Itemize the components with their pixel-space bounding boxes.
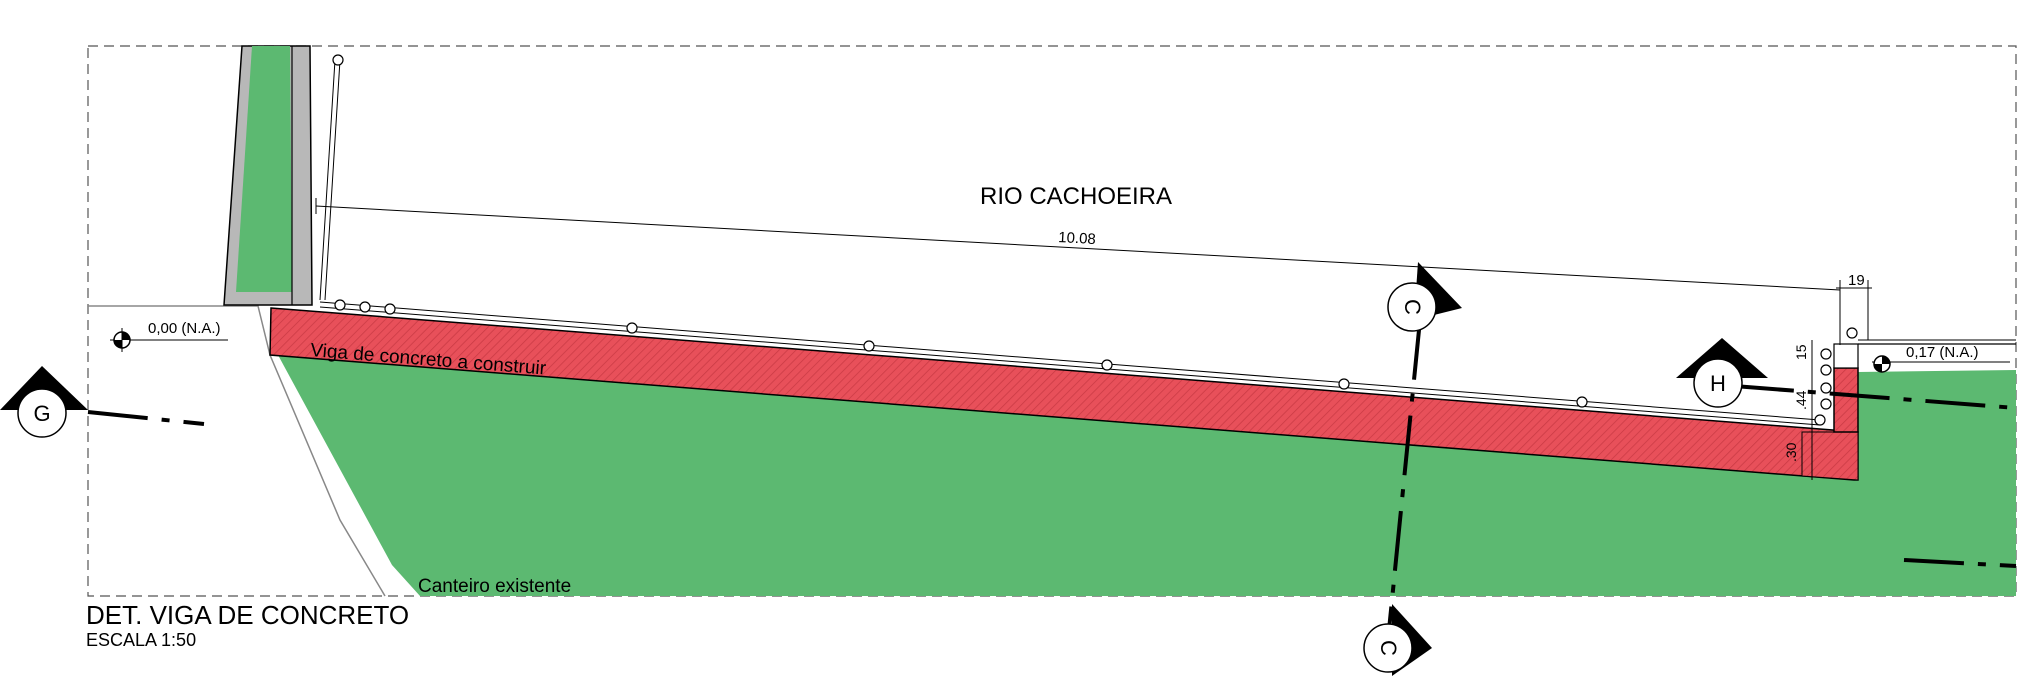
drawing-scale: ESCALA 1:50 [86,630,196,650]
dimension-19: 19 [1848,272,1865,289]
planter-label: Canteiro existente [418,576,571,597]
dimension-15: 15 [1793,344,1809,360]
wall-green-fill [236,46,292,292]
section-marker-c-top-label: C [1400,299,1425,315]
level-marker-right [1872,355,2010,373]
river-label: RIO CACHOEIRA [980,183,1172,210]
dimension-44: .44 [1793,390,1809,410]
section-marker-c-top [1387,262,1462,332]
dimension-30: .30 [1783,442,1799,462]
level-label-left: 0,00 (N.A.) [148,320,221,337]
section-marker-h-label: H [1710,371,1726,396]
rail-posts [334,299,1858,426]
existing-planter-area [278,355,2016,596]
section-marker-g-label: G [33,401,50,426]
beam-end-block [1801,431,1859,481]
section-marker-h [1676,338,1768,408]
dimension-length: 10.08 [1058,229,1096,248]
beam-upstand [1833,367,1859,433]
section-marker-g [0,366,88,438]
drawing-title: DET. VIGA DE CONCRETO [86,600,409,630]
section-marker-c-bottom-label: C [1376,640,1401,656]
level-marker-left [110,328,228,352]
section-marker-c-bottom [1363,604,1432,676]
level-label-right: 0,17 (N.A.) [1906,344,1979,361]
